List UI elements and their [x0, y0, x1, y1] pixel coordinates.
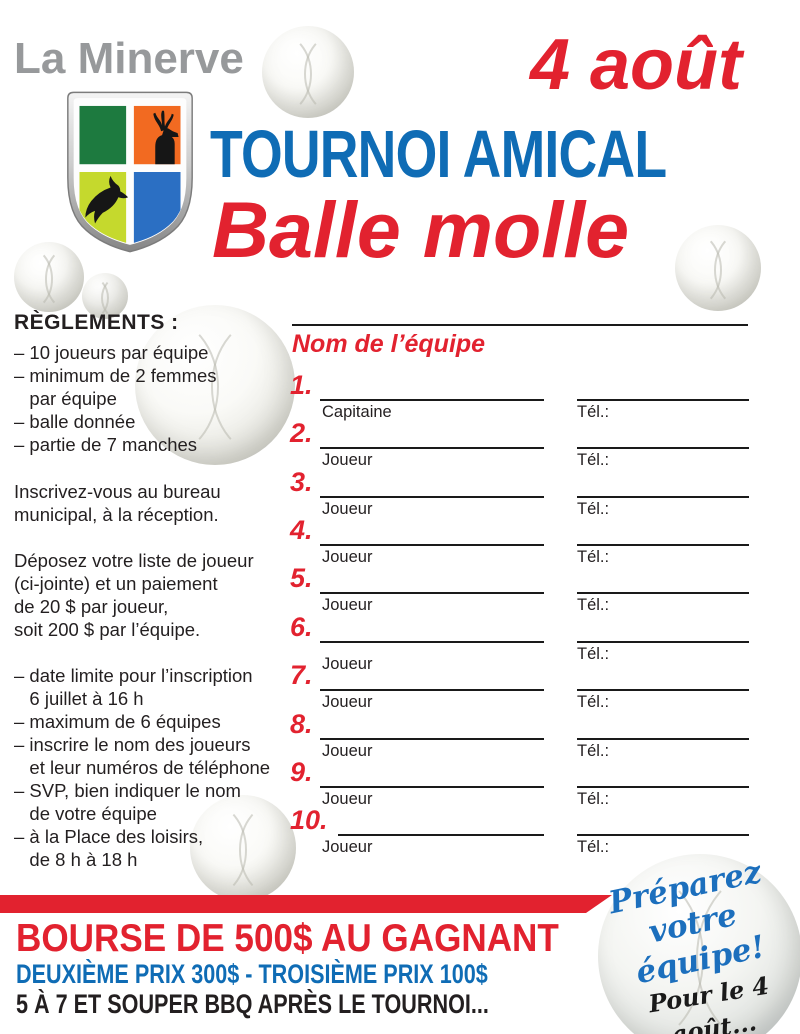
player-number: 4.: [290, 515, 313, 545]
baseball-icon: [262, 26, 354, 118]
player-number: 9.: [290, 757, 313, 787]
player-role-label: Joueur: [322, 548, 373, 566]
player-name-line: [320, 641, 544, 643]
phone-line: [577, 834, 749, 836]
bbq-text: 5 À 7 ET SOUPER BBQ APRÈS LE TOURNOI...: [16, 989, 489, 1019]
phone-line: [577, 641, 749, 643]
event-title: TOURNOI AMICAL: [210, 117, 667, 192]
prize-banner-bar: [0, 895, 612, 913]
secondary-prizes-text: DEUXIÈME PRIX 300$ - TROISIÈME PRIX 100$: [16, 959, 488, 989]
player-role-label: Joueur: [322, 742, 373, 760]
player-name-line: [320, 447, 544, 449]
phone-label: Tél.:: [577, 645, 610, 663]
baseball-icon: [675, 225, 761, 311]
player-number: 10.: [290, 805, 328, 835]
phone-line: [577, 399, 749, 401]
player-number: 5.: [290, 563, 313, 593]
baseball-icon: [135, 305, 295, 465]
phone-label: Tél.:: [577, 838, 610, 856]
baseball-icon: [82, 273, 128, 321]
player-name-line: [320, 738, 544, 740]
phone-label: Tél.:: [577, 451, 610, 469]
event-subtitle: Balle molle: [212, 185, 630, 274]
player-name-line: [320, 496, 544, 498]
phone-line: [577, 689, 749, 691]
phone-label: Tél.:: [577, 790, 610, 808]
player-number: 1.: [290, 370, 313, 400]
team-name-line: [292, 324, 748, 326]
player-number: 2.: [290, 418, 313, 448]
crest-green-quadrant: [79, 105, 127, 165]
phone-label: Tél.:: [577, 742, 610, 760]
player-name-line: [320, 786, 544, 788]
player-role-label: Joueur: [322, 838, 373, 856]
player-role-label: Capitaine: [322, 403, 392, 421]
phone-line: [577, 496, 749, 498]
phone-label: Tél.:: [577, 693, 610, 711]
player-number: 8.: [290, 709, 313, 739]
registration-note: Inscrivez-vous au bureau municipal, à la…: [14, 481, 221, 525]
baseball-icon: [190, 795, 296, 901]
phone-label: Tél.:: [577, 548, 610, 566]
player-role-label: Joueur: [322, 790, 373, 808]
player-role-label: Joueur: [322, 596, 373, 614]
player-role-label: Joueur: [322, 451, 373, 469]
player-role-label: Joueur: [322, 693, 373, 711]
rules-list: – 10 joueurs par équipe – minimum de 2 f…: [14, 342, 217, 455]
player-role-label: Joueur: [322, 500, 373, 518]
player-number: 6.: [290, 612, 313, 642]
phone-line: [577, 447, 749, 449]
fish-icon: [85, 175, 129, 224]
phone-label: Tél.:: [577, 403, 610, 421]
phone-label: Tél.:: [577, 500, 610, 518]
player-name-line: [320, 399, 544, 401]
phone-line: [577, 592, 749, 594]
player-role-label: Joueur: [322, 655, 373, 673]
team-name-label: Nom de l’équipe: [292, 330, 486, 358]
player-number: 7.: [290, 660, 313, 690]
details-list: – date limite pour l’inscription 6 juill…: [14, 665, 271, 870]
phone-line: [577, 786, 749, 788]
baseball-icon: [14, 242, 84, 312]
baseball-icon: [598, 854, 800, 1034]
player-name-line: [320, 689, 544, 691]
payment-note: Déposez votre liste de joueur (ci-jointe…: [14, 550, 254, 640]
player-name-line: [338, 834, 544, 836]
event-date: 4 août: [529, 25, 742, 105]
first-prize-text: BOURSE DE 500$ AU GAGNANT: [16, 917, 559, 960]
rules-heading: RÈGLEMENTS :: [14, 311, 179, 334]
player-number: 3.: [290, 467, 313, 497]
player-name-line: [320, 592, 544, 594]
phone-label: Tél.:: [577, 596, 610, 614]
player-name-line: [320, 544, 544, 546]
brand-wordmark: La Minerve: [14, 34, 244, 83]
deer-icon: [153, 110, 179, 165]
la-minerve-crest-icon: [67, 91, 193, 253]
phone-line: [577, 738, 749, 740]
phone-line: [577, 544, 749, 546]
